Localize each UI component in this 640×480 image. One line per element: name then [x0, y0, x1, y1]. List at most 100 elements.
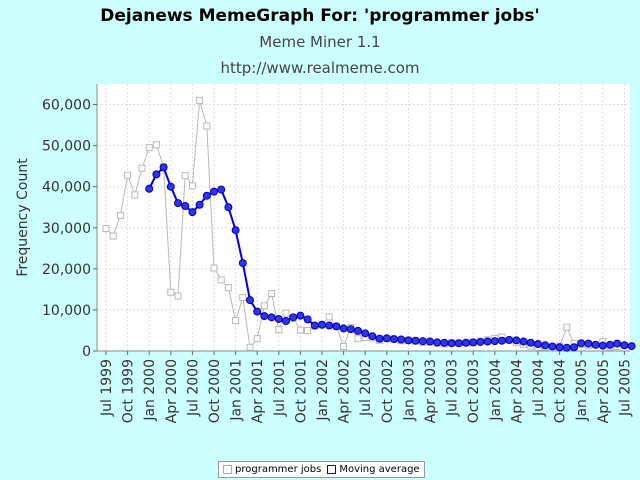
chart-url: http://www.realmeme.com [220, 59, 420, 77]
data-point-average [613, 339, 622, 348]
data-point-average [332, 322, 341, 331]
y-tick-label: 60,000 [42, 98, 91, 114]
data-point-average [426, 337, 434, 346]
data-point-raw [116, 211, 124, 219]
data-point-raw [174, 292, 182, 300]
x-tick-label: Jul 2000 [185, 359, 201, 417]
data-point-average [627, 342, 636, 351]
data-point-raw [268, 289, 276, 297]
x-tick-label: Jul 2002 [358, 359, 374, 417]
data-point-average [210, 187, 218, 196]
x-tick-label: Jul 2004 [531, 359, 547, 417]
data-point-raw [188, 182, 196, 190]
y-tick-label: 40,000 [42, 180, 91, 196]
data-point-average [361, 329, 370, 338]
data-point-raw [260, 302, 268, 310]
x-tick-label: Oct 2000 [207, 359, 223, 423]
data-point-raw [102, 225, 110, 233]
data-point-average [202, 191, 211, 200]
data-point-average [354, 326, 362, 335]
plot-area [97, 84, 630, 351]
x-tick-label: Oct 1999 [121, 359, 137, 423]
data-point-raw [152, 141, 160, 149]
data-point-raw [131, 191, 139, 199]
x-tick-label: Jan 2002 [315, 359, 331, 422]
data-point-raw [138, 164, 146, 172]
data-point-raw [217, 276, 225, 284]
data-point-average [368, 332, 377, 341]
data-point-average [310, 321, 319, 330]
chart-subtitle: Meme Miner 1.1 [259, 33, 381, 51]
data-point-average [555, 343, 564, 352]
data-point-average [577, 339, 586, 348]
x-tick-label: Jul 2005 [617, 359, 633, 417]
data-point-average [152, 170, 161, 179]
data-point-average [303, 315, 312, 324]
data-point-average [454, 339, 463, 348]
data-point-raw [304, 326, 312, 334]
data-point-average [440, 338, 449, 347]
data-point-average [541, 341, 550, 350]
x-tick-label: Jan 2004 [488, 359, 504, 422]
data-point-raw [210, 264, 218, 272]
y-tick-label: 0 [82, 344, 91, 360]
data-point-raw [340, 342, 348, 350]
legend-swatch-raw [223, 465, 232, 474]
data-point-average [145, 184, 154, 193]
data-point-raw [109, 232, 117, 240]
x-tick-label: Apr 2001 [250, 359, 266, 423]
x-tick-label: Jan 2001 [229, 359, 245, 422]
data-point-average [469, 338, 478, 347]
data-point-raw [563, 323, 571, 331]
data-point-average [195, 200, 204, 209]
x-tick-label: Apr 2004 [509, 359, 525, 423]
data-point-raw [354, 335, 362, 343]
data-point-average [339, 324, 348, 333]
data-point-raw [145, 144, 153, 152]
x-tick-label: Apr 2005 [596, 359, 612, 423]
data-point-raw [246, 343, 254, 351]
data-point-average [296, 311, 305, 320]
data-point-average [483, 337, 492, 346]
data-point-average [246, 296, 254, 305]
data-point-average [411, 336, 420, 345]
data-point-average [534, 340, 542, 349]
legend-label-raw: programmer jobs [235, 464, 322, 475]
x-tick-label: Apr 2000 [164, 359, 180, 423]
data-point-raw [224, 284, 232, 292]
data-point-raw [124, 171, 132, 179]
data-point-average [253, 307, 262, 316]
data-point-average [591, 340, 600, 349]
legend-swatch-average [327, 465, 337, 474]
data-point-average [476, 337, 485, 346]
y-axis-label: Frequency Count [15, 158, 31, 277]
y-tick-label: 20,000 [42, 262, 91, 278]
data-point-raw [196, 96, 204, 104]
y-tick-label: 30,000 [42, 221, 91, 237]
data-point-raw [181, 172, 189, 180]
data-point-average [462, 338, 470, 347]
data-point-average [174, 199, 182, 208]
x-tick-label: Jul 2003 [445, 359, 461, 417]
data-point-average [267, 313, 276, 322]
data-point-average [238, 259, 247, 268]
x-tick-label: Jan 2003 [401, 359, 417, 422]
x-tick-label: Apr 2002 [337, 359, 353, 423]
data-point-average [181, 201, 190, 210]
data-point-raw [232, 317, 240, 325]
legend-item-raw: programmer jobs [223, 464, 321, 475]
data-point-average [526, 338, 535, 347]
legend-item-average: Moving average [327, 464, 420, 475]
data-point-average [505, 335, 514, 344]
data-point-average [404, 336, 413, 345]
data-point-average [397, 335, 406, 344]
data-point-average [325, 321, 334, 330]
data-point-average [382, 334, 391, 343]
data-point-average [606, 340, 614, 349]
data-point-average [318, 320, 326, 329]
data-point-average [433, 338, 442, 347]
data-point-average [519, 337, 528, 346]
legend-label-average: Moving average [339, 464, 420, 475]
data-point-raw [253, 335, 261, 343]
